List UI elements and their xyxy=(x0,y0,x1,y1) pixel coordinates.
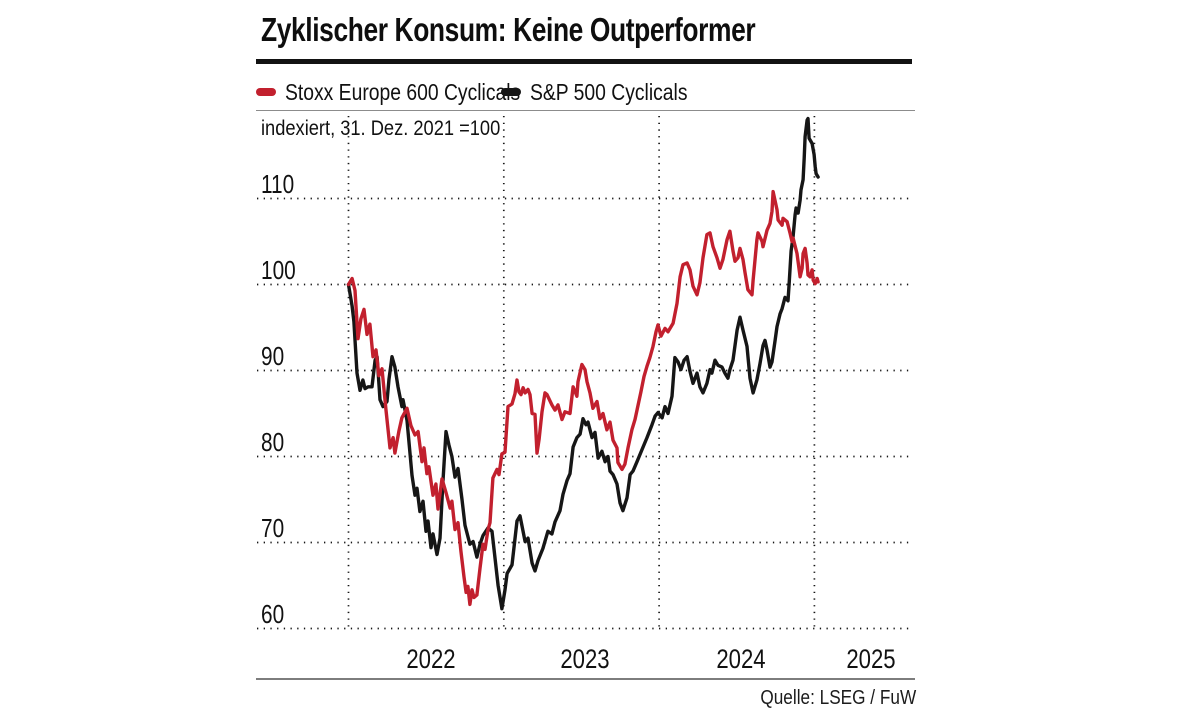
legend-label: S&P 500 Cyclicals xyxy=(530,78,688,105)
y-tick-label: 60 xyxy=(261,598,285,629)
legend-item: Stoxx Europe 600 Cyclicals xyxy=(256,78,565,106)
title-rule xyxy=(256,59,912,64)
y-tick-label: 90 xyxy=(261,340,285,371)
y-tick-label: 80 xyxy=(261,426,285,457)
legend-divider-rule xyxy=(256,110,915,112)
x-tick-label: 2022 xyxy=(405,644,456,674)
legend-label: Stoxx Europe 600 Cyclicals xyxy=(285,78,521,105)
series-line-stoxx xyxy=(346,189,820,607)
legend-swatch-icon xyxy=(501,88,521,96)
x-tick-label: 2025 xyxy=(846,644,896,674)
y-tick-label: 110 xyxy=(261,168,295,199)
series-line-sp500 xyxy=(346,116,820,611)
y-tick-label: 70 xyxy=(261,512,285,543)
legend-swatch-icon xyxy=(256,88,276,96)
chart-title: Zyklischer Konsum: Keine Outperformer xyxy=(261,11,756,48)
legend-item: S&P 500 Cyclicals xyxy=(501,78,718,106)
y-tick-label: 100 xyxy=(261,254,296,285)
chart-subtitle: indexiert, 31. Dez. 2021 =100 xyxy=(261,116,501,140)
x-tick-label: 2024 xyxy=(715,644,766,674)
source-credit: Quelle: LSEG / FuW xyxy=(760,687,916,709)
footer-rule xyxy=(256,678,915,680)
x-tick-label: 2023 xyxy=(560,644,610,674)
